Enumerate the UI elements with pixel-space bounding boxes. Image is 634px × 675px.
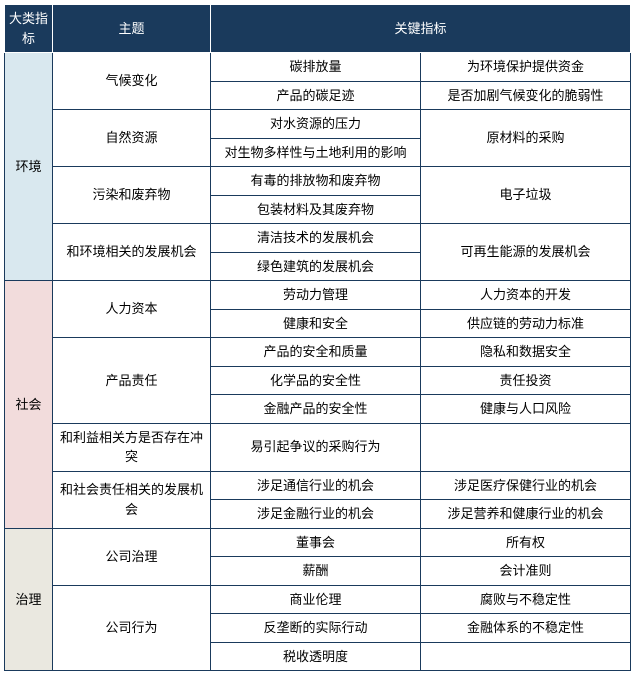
topic-soc-opp: 和社会责任相关的发展机会 bbox=[53, 471, 211, 528]
table-row: 社会 人力资本 劳动力管理 人力资本的开发 bbox=[5, 281, 631, 310]
key-cell: 税收透明度 bbox=[211, 642, 421, 671]
table-row: 和社会责任相关的发展机会 涉足通信行业的机会 涉足医疗保健行业的机会 bbox=[5, 471, 631, 500]
topic-pollution: 污染和废弃物 bbox=[53, 167, 211, 224]
key-cell: 电子垃圾 bbox=[421, 167, 631, 224]
header-key: 关键指标 bbox=[211, 5, 631, 53]
esg-table: 大类指标 主题 关键指标 环境 气候变化 碳排放量 为环境保护提供资金 产品的碳… bbox=[4, 4, 631, 671]
key-cell: 所有权 bbox=[421, 528, 631, 557]
key-cell: 反垄断的实际行动 bbox=[211, 614, 421, 643]
topic-climate: 气候变化 bbox=[53, 53, 211, 110]
header-row: 大类指标 主题 关键指标 bbox=[5, 5, 631, 53]
table-row: 产品责任 产品的安全和质量 隐私和数据安全 bbox=[5, 338, 631, 367]
category-env: 环境 bbox=[5, 53, 53, 281]
table-row: 环境 气候变化 碳排放量 为环境保护提供资金 bbox=[5, 53, 631, 82]
key-cell: 绿色建筑的发展机会 bbox=[211, 252, 421, 281]
key-cell: 会计准则 bbox=[421, 557, 631, 586]
table-row: 公司行为 商业伦理 腐败与不稳定性 bbox=[5, 585, 631, 614]
topic-corp-gov: 公司治理 bbox=[53, 528, 211, 585]
key-cell: 包装材料及其废弃物 bbox=[211, 195, 421, 224]
topic-product-liab: 产品责任 bbox=[53, 338, 211, 424]
key-cell: 碳排放量 bbox=[211, 53, 421, 82]
key-cell: 健康与人口风险 bbox=[421, 395, 631, 424]
header-topic: 主题 bbox=[53, 5, 211, 53]
key-cell: 清洁技术的发展机会 bbox=[211, 224, 421, 253]
key-cell: 涉足金融行业的机会 bbox=[211, 500, 421, 529]
category-gov: 治理 bbox=[5, 528, 53, 671]
key-cell: 对水资源的压力 bbox=[211, 110, 421, 139]
topic-env-opp: 和环境相关的发展机会 bbox=[53, 224, 211, 281]
table-row: 和环境相关的发展机会 清洁技术的发展机会 可再生能源的发展机会 bbox=[5, 224, 631, 253]
key-cell: 易引起争议的采购行为 bbox=[211, 423, 421, 471]
key-cell bbox=[421, 423, 631, 471]
topic-human-cap: 人力资本 bbox=[53, 281, 211, 338]
table-row: 自然资源 对水资源的压力 原材料的采购 bbox=[5, 110, 631, 139]
key-cell: 腐败与不稳定性 bbox=[421, 585, 631, 614]
key-cell: 涉足通信行业的机会 bbox=[211, 471, 421, 500]
key-cell: 健康和安全 bbox=[211, 309, 421, 338]
topic-corp-behav: 公司行为 bbox=[53, 585, 211, 671]
table-row: 治理 公司治理 董事会 所有权 bbox=[5, 528, 631, 557]
key-cell: 产品的安全和质量 bbox=[211, 338, 421, 367]
key-cell: 是否加剧气候变化的脆弱性 bbox=[421, 81, 631, 110]
key-cell: 可再生能源的发展机会 bbox=[421, 224, 631, 281]
table-row: 和利益相关方是否存在冲突 易引起争议的采购行为 bbox=[5, 423, 631, 471]
key-cell: 责任投资 bbox=[421, 366, 631, 395]
header-category: 大类指标 bbox=[5, 5, 53, 53]
key-cell: 金融产品的安全性 bbox=[211, 395, 421, 424]
key-cell: 商业伦理 bbox=[211, 585, 421, 614]
key-cell: 金融体系的不稳定性 bbox=[421, 614, 631, 643]
key-cell: 有毒的排放物和废弃物 bbox=[211, 167, 421, 196]
key-cell: 涉足医疗保健行业的机会 bbox=[421, 471, 631, 500]
key-cell bbox=[421, 642, 631, 671]
key-cell: 人力资本的开发 bbox=[421, 281, 631, 310]
key-cell: 董事会 bbox=[211, 528, 421, 557]
key-cell: 为环境保护提供资金 bbox=[421, 53, 631, 82]
key-cell: 对生物多样性与土地利用的影响 bbox=[211, 138, 421, 167]
key-cell: 薪酬 bbox=[211, 557, 421, 586]
key-cell: 化学品的安全性 bbox=[211, 366, 421, 395]
category-soc: 社会 bbox=[5, 281, 53, 529]
key-cell: 原材料的采购 bbox=[421, 110, 631, 167]
key-cell: 供应链的劳动力标准 bbox=[421, 309, 631, 338]
key-cell: 隐私和数据安全 bbox=[421, 338, 631, 367]
topic-natres: 自然资源 bbox=[53, 110, 211, 167]
key-cell: 涉足营养和健康行业的机会 bbox=[421, 500, 631, 529]
table-row: 污染和废弃物 有毒的排放物和废弃物 电子垃圾 bbox=[5, 167, 631, 196]
key-cell: 产品的碳足迹 bbox=[211, 81, 421, 110]
key-cell: 劳动力管理 bbox=[211, 281, 421, 310]
topic-stake-conflict: 和利益相关方是否存在冲突 bbox=[53, 423, 211, 471]
